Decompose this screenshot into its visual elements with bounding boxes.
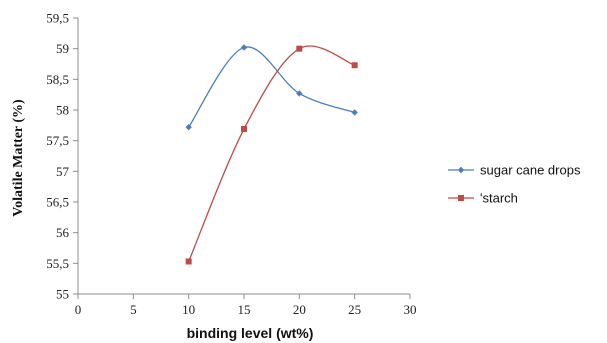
y-axis-label: Volatile Matter (%) <box>11 99 26 217</box>
x-tick-label: 10 <box>182 302 195 317</box>
y-tick-label: 55 <box>56 287 69 302</box>
y-tick-label: 56 <box>56 225 70 240</box>
marker-layer <box>185 44 358 265</box>
data-point-sugar-cane-drops <box>240 44 248 51</box>
x-tick-label: 5 <box>130 302 137 317</box>
legend-label-sugar-cane-drops: sugar cane drops <box>480 163 581 178</box>
y-tick-label: 59,5 <box>46 11 69 26</box>
data-point-starch <box>241 126 247 133</box>
legend-marker-sugar-cane-drops <box>457 166 465 174</box>
x-tick-label: 15 <box>238 302 251 317</box>
series-line-starch <box>188 45 355 262</box>
series-line-sugar-cane-drops <box>188 46 355 128</box>
y-tick-label: 58 <box>56 103 69 118</box>
data-point-sugar-cane-drops <box>351 109 358 116</box>
y-tick-label: 56,5 <box>46 195 69 210</box>
y-axis-ticks: 55 55,5 56 56,5 57 57,5 58 58,5 59 59,5 <box>46 11 78 302</box>
x-tick-label: 25 <box>348 302 361 317</box>
y-tick-label: 58,5 <box>46 72 69 87</box>
x-axis-ticks: 0 5 10 15 20 25 30 <box>75 294 417 317</box>
x-tick-label: 20 <box>293 302 306 317</box>
data-point-starch <box>296 45 303 52</box>
plot-area <box>77 18 410 295</box>
data-point-sugar-cane-drops <box>185 123 192 131</box>
y-tick-label: 57 <box>56 164 70 179</box>
y-tick-label: 57,5 <box>46 133 69 148</box>
x-tick-label: 0 <box>75 302 82 317</box>
data-point-starch <box>351 62 358 69</box>
series-layer <box>188 45 355 262</box>
y-tick-label: 55,5 <box>46 256 69 271</box>
x-tick-label: 30 <box>404 302 417 317</box>
legend: sugar cane drops 'starch <box>448 163 581 206</box>
data-point-starch <box>185 258 192 265</box>
legend-label-starch: 'starch <box>480 191 518 206</box>
legend-marker-starch <box>458 195 464 201</box>
data-point-sugar-cane-drops <box>296 90 303 97</box>
y-tick-label: 59 <box>56 41 69 56</box>
x-axis-label: binding level (wt%) <box>187 325 314 341</box>
